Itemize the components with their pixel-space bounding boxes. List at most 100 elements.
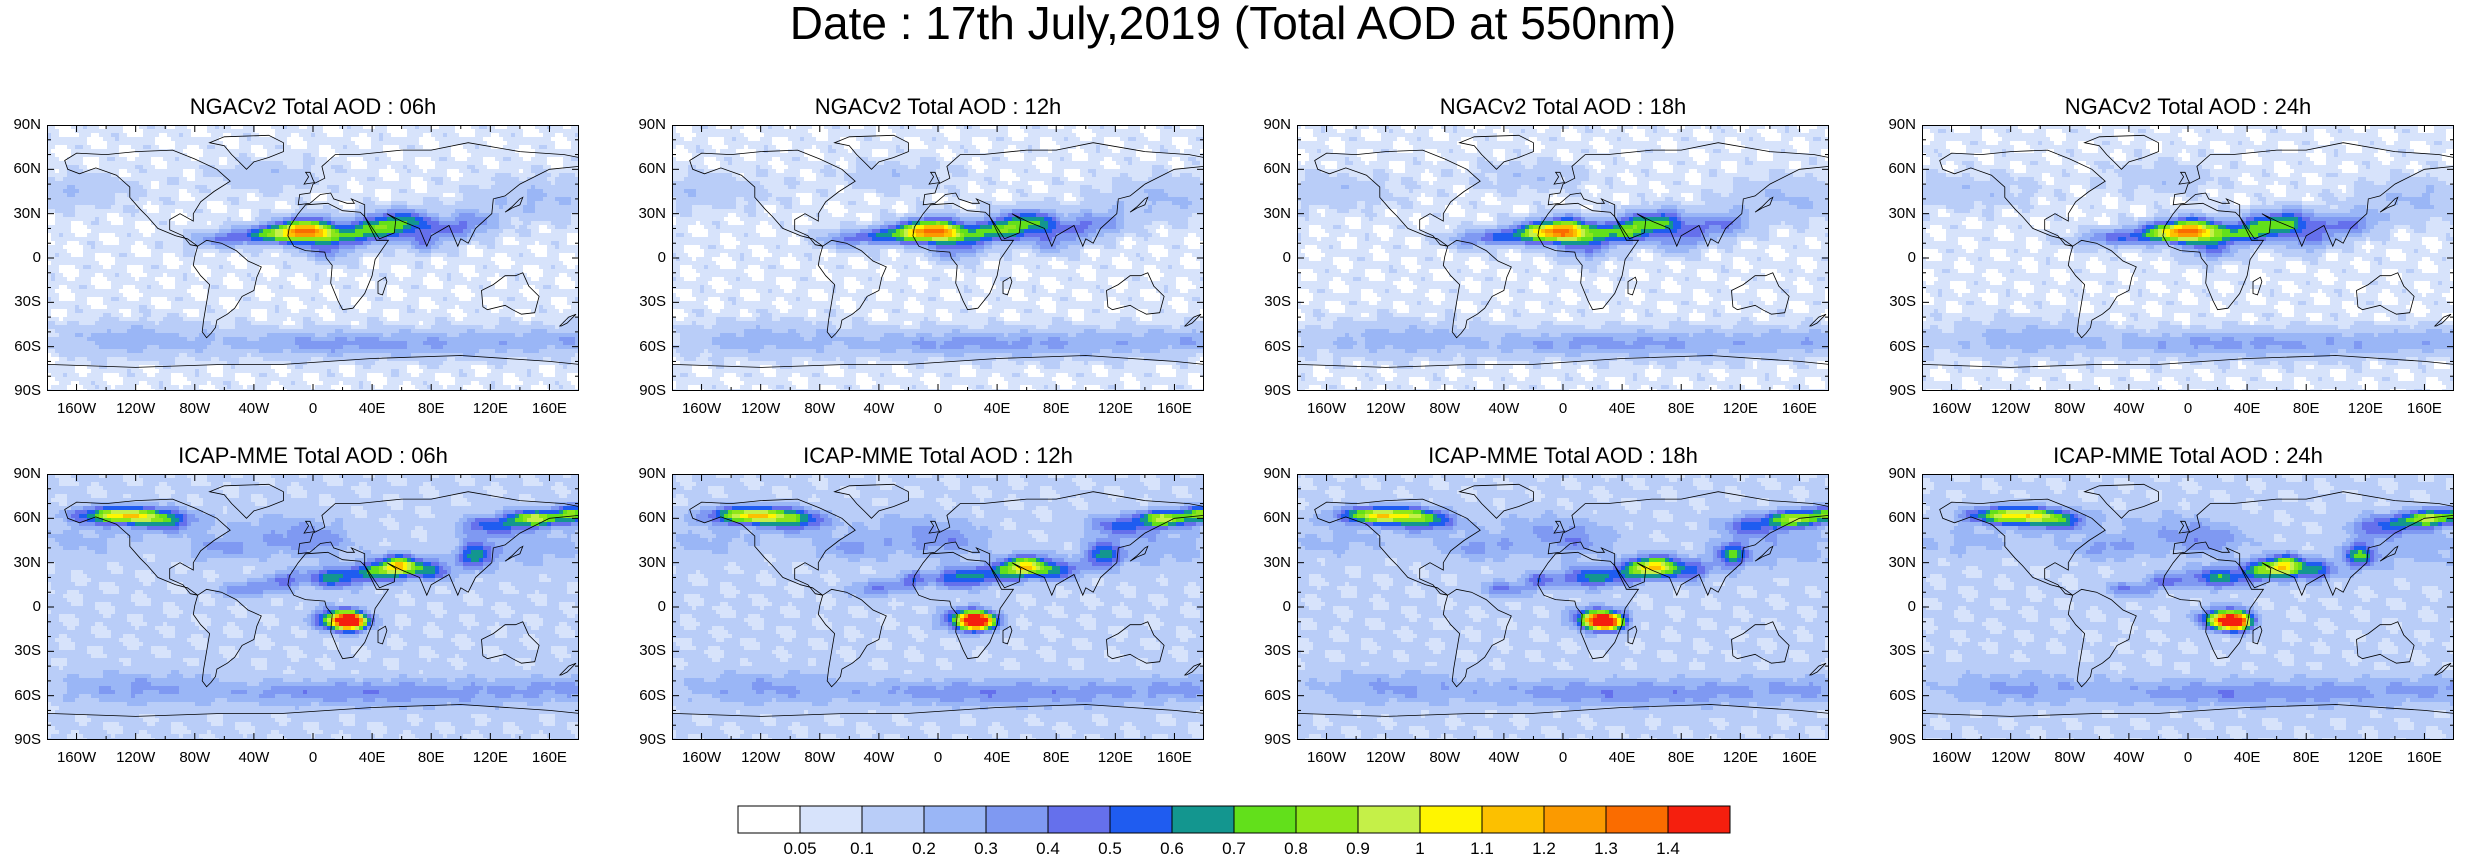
lon-tick-label: 80E	[1656, 401, 1706, 417]
aod-map	[1922, 125, 2454, 391]
lon-tick-label: 40E	[1597, 750, 1647, 766]
lat-tick-label: 60N	[1878, 161, 1916, 177]
lat-tick-label: 90S	[1253, 383, 1291, 399]
lat-tick-label: 30N	[1253, 206, 1291, 222]
lat-tick-label: 90S	[628, 383, 666, 399]
lat-tick-label: 0	[1253, 599, 1291, 615]
lat-tick-label: 60N	[1253, 510, 1291, 526]
lon-tick-label: 80E	[406, 750, 456, 766]
lon-tick-label: 40W	[1479, 401, 1529, 417]
lon-tick-label: 40E	[1597, 401, 1647, 417]
lat-tick-label: 90N	[628, 117, 666, 133]
aod-field	[47, 125, 579, 391]
colorbar-label: 0.6	[1152, 840, 1192, 858]
lon-tick-label: 120E	[2340, 401, 2390, 417]
colorbar-box	[1172, 806, 1234, 833]
lon-tick-label: 120W	[111, 750, 161, 766]
colorbar-label: 0.5	[1090, 840, 1130, 858]
lon-tick-label: 80W	[1420, 401, 1470, 417]
aod-map	[1297, 125, 1829, 391]
lat-tick-label: 90N	[1253, 466, 1291, 482]
aod-map	[1922, 474, 2454, 740]
lon-tick-label: 160E	[2399, 401, 2449, 417]
lon-tick-label: 160E	[1149, 401, 1199, 417]
lon-tick-label: 40E	[347, 750, 397, 766]
aod-field	[1922, 125, 2454, 391]
lon-tick-label: 160W	[1302, 750, 1352, 766]
colorbar-box	[1048, 806, 1110, 833]
lon-tick-label: 80E	[2281, 401, 2331, 417]
lon-tick-label: 80W	[1420, 750, 1470, 766]
panel-title: NGACv2 Total AOD : 12h	[668, 95, 1208, 119]
lon-tick-label: 120E	[465, 750, 515, 766]
colorbar-box	[1358, 806, 1420, 833]
lon-tick-label: 160W	[52, 750, 102, 766]
lon-tick-label: 120W	[1986, 401, 2036, 417]
colorbar-label: 1.1	[1462, 840, 1502, 858]
lon-tick-label: 0	[913, 401, 963, 417]
lon-tick-label: 40W	[854, 750, 904, 766]
lon-tick-label: 160W	[677, 401, 727, 417]
colorbar-label: 0.8	[1276, 840, 1316, 858]
lon-tick-label: 120W	[736, 401, 786, 417]
panel-title: NGACv2 Total AOD : 18h	[1293, 95, 1833, 119]
lat-tick-label: 60S	[628, 688, 666, 704]
colorbar-label: 0.7	[1214, 840, 1254, 858]
colorbar-label: 0.2	[904, 840, 944, 858]
lon-tick-label: 120W	[1361, 401, 1411, 417]
lon-tick-label: 120W	[111, 401, 161, 417]
lon-tick-label: 40W	[229, 401, 279, 417]
lat-tick-label: 90S	[1878, 732, 1916, 748]
aod-field	[672, 474, 1204, 740]
colorbar-box	[1296, 806, 1358, 833]
lat-tick-label: 90N	[628, 466, 666, 482]
lon-tick-label: 160E	[524, 401, 574, 417]
lat-tick-label: 60N	[628, 510, 666, 526]
lon-tick-label: 40W	[2104, 401, 2154, 417]
lon-tick-label: 0	[1538, 750, 1588, 766]
lat-tick-label: 30N	[3, 555, 41, 571]
colorbar-label: 0.4	[1028, 840, 1068, 858]
lon-tick-label: 80E	[1031, 401, 1081, 417]
lon-tick-label: 80W	[2045, 401, 2095, 417]
lon-tick-label: 160W	[1927, 750, 1977, 766]
lat-tick-label: 90N	[3, 117, 41, 133]
lon-tick-label: 160E	[1774, 401, 1824, 417]
lon-tick-label: 120E	[2340, 750, 2390, 766]
lat-tick-label: 60S	[3, 339, 41, 355]
panel-title: NGACv2 Total AOD : 24h	[1918, 95, 2458, 119]
lat-tick-label: 60N	[1253, 161, 1291, 177]
lon-tick-label: 80E	[2281, 750, 2331, 766]
lon-tick-label: 160E	[1774, 750, 1824, 766]
lon-tick-label: 0	[913, 750, 963, 766]
lat-tick-label: 90S	[1878, 383, 1916, 399]
lon-tick-label: 40E	[2222, 750, 2272, 766]
lat-tick-label: 0	[1878, 250, 1916, 266]
aod-field	[47, 474, 579, 740]
panel-title: ICAP-MME Total AOD : 06h	[43, 444, 583, 468]
lat-tick-label: 30S	[3, 643, 41, 659]
lon-tick-label: 160W	[677, 750, 727, 766]
lat-tick-label: 0	[1253, 250, 1291, 266]
lon-tick-label: 80E	[406, 401, 456, 417]
lat-tick-label: 90S	[3, 732, 41, 748]
lat-tick-label: 30N	[628, 555, 666, 571]
colorbar-label: 0.05	[780, 840, 820, 858]
lat-tick-label: 90S	[628, 732, 666, 748]
colorbar-label: 1	[1400, 840, 1440, 858]
lat-tick-label: 30N	[3, 206, 41, 222]
lat-tick-label: 0	[1878, 599, 1916, 615]
lat-tick-label: 90S	[3, 383, 41, 399]
lat-tick-label: 30S	[628, 294, 666, 310]
colorbar-box	[1420, 806, 1482, 833]
lon-tick-label: 120E	[1715, 401, 1765, 417]
lon-tick-label: 80W	[795, 401, 845, 417]
colorbar-box	[800, 806, 862, 833]
lon-tick-label: 160W	[1302, 401, 1352, 417]
lon-tick-label: 80E	[1656, 750, 1706, 766]
aod-map	[1297, 474, 1829, 740]
lat-tick-label: 60N	[3, 510, 41, 526]
colorbar-box	[1110, 806, 1172, 833]
lat-tick-label: 30S	[1878, 294, 1916, 310]
